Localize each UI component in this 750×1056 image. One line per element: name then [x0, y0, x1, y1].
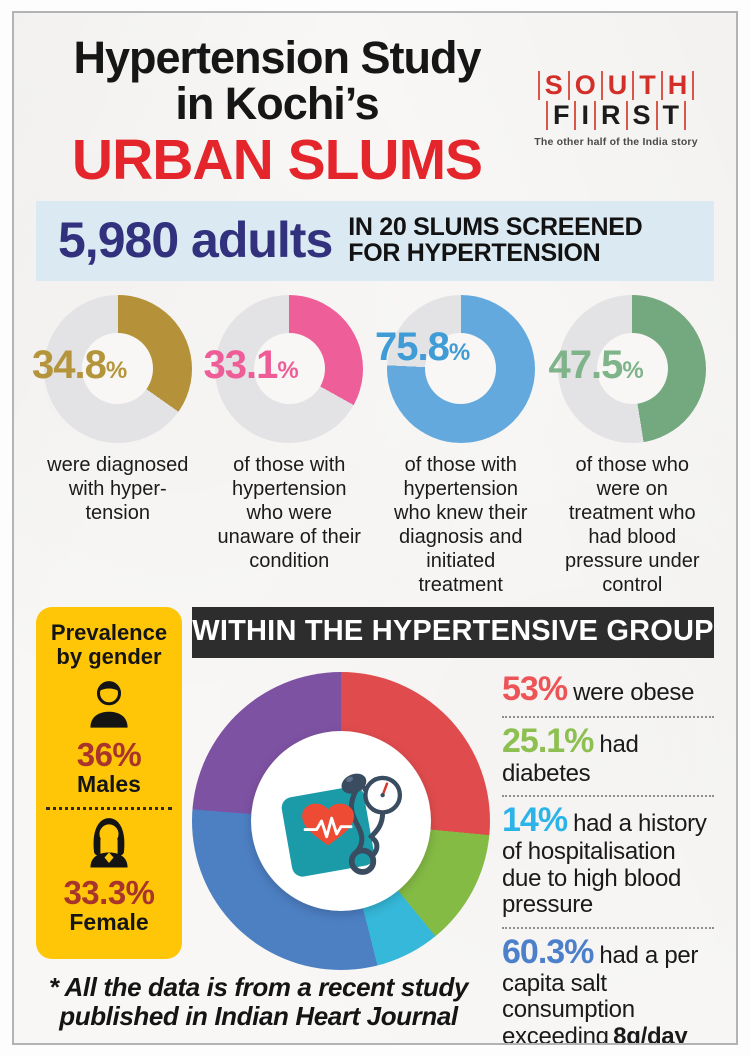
donut-ring-unaware [215, 294, 364, 443]
donut-desc-diagnosed: were diagnosed with hyper-tension [47, 453, 189, 524]
stats-list: 53% were obese 25.1% had diabetes 14% had a… [490, 666, 714, 1045]
gender-panel: Prevalence by gender 36% Males [36, 606, 182, 959]
donut-value-controlled: 47.5% [548, 342, 644, 387]
donut-desc-controlled: of those who were on treatment who had b… [564, 453, 700, 596]
stat-obese: 53% were obese [502, 666, 714, 719]
logo-letter: R [594, 100, 626, 131]
donut-hole [253, 333, 325, 405]
stat-value: 25.1% [502, 722, 594, 761]
donut-ring-treated [386, 294, 535, 443]
donut-chart-diagnosed: 34.8% were diagnosed with hyper-tension [32, 294, 198, 597]
donut-hole [82, 333, 154, 405]
screened-count: 5,980 adults [58, 211, 333, 268]
logo-tagline: The other half of the India story [534, 136, 698, 149]
stat-diabetes: 25.1% had diabetes [502, 718, 714, 797]
group-banner: WITHIN THE HYPERTENSIVE GROUP [192, 606, 714, 658]
logo-letter: S [625, 100, 656, 131]
screened-label: IN 20 SLUMS SCREENED FOR HYPERTENSION [348, 212, 643, 267]
donut-hole [596, 333, 668, 405]
donut-hole [425, 333, 497, 405]
gender-panel-title: Prevalence by gender [50, 619, 168, 669]
donut-desc-treated: of those with hypertension who knew thei… [394, 453, 528, 596]
logo-letter: U [600, 70, 633, 101]
male-percentage: 36% [76, 736, 142, 774]
donut-value-diagnosed: 34.8% [32, 342, 127, 387]
logo-letter: T [655, 100, 687, 131]
donut-chart-unaware: 33.1% of those with hypertension who wer… [204, 294, 370, 597]
female-icon [90, 818, 128, 868]
stat-value: 53% [502, 669, 568, 708]
dotted-divider [46, 807, 172, 811]
title-line-2: in Kochi’s [175, 77, 379, 129]
header: Hypertension Study in Kochi’s URBAN SLUM… [36, 27, 714, 189]
stat-value: 60.3% [502, 932, 594, 971]
screened-label-line1: IN 20 SLUMS SCREENED [348, 212, 643, 241]
pie-center [251, 730, 431, 911]
screened-label-line2: FOR HYPERTENSION [348, 238, 601, 267]
logo-letter: F [545, 100, 575, 131]
donut-desc-unaware: of those with hypertension who were unaw… [217, 453, 361, 572]
stat-salt: 60.3% had a per capita salt consumption e… [502, 929, 714, 1045]
right-column: WITHIN THE HYPERTENSIVE GROUP [192, 606, 714, 1045]
logo-letter: O [567, 70, 601, 101]
infographic-sheet: Hypertension Study in Kochi’s URBAN SLUM… [12, 11, 738, 1045]
donut-value-unaware: 33.1% [203, 342, 299, 387]
group-body: 53% were obese 25.1% had diabetes 14% had a… [192, 666, 714, 1045]
male-label: Males [77, 771, 141, 798]
footnote: * All the data is from a recent study pu… [48, 971, 469, 1032]
donut-ring-controlled [558, 294, 707, 443]
stat-text: had a history of hospitalisation due to … [502, 809, 707, 919]
logo-letter: I [574, 100, 594, 131]
logo-letter: S [537, 70, 568, 101]
stat-bold-text: 8g/day [613, 1022, 688, 1045]
donut-value-treated: 75.8% [375, 324, 470, 369]
donut-ring-diagnosed [43, 294, 192, 443]
donut-chart-controlled: 47.5% of those who were on treatment who… [549, 294, 713, 597]
blood-pressure-monitor-icon [281, 773, 403, 877]
donut-chart-treated: 75.8% of those with hypertension who kne… [375, 294, 541, 597]
female-label: Female [69, 909, 149, 936]
stat-text: were obese [573, 678, 695, 706]
stat-text: had a per capita salt consumption exceed… [502, 941, 699, 1045]
stat-hospitalisation: 14% had a history of hospitalisation due … [502, 797, 714, 929]
male-icon [90, 681, 128, 728]
logo-letter: H [660, 70, 695, 101]
lower-section: Prevalence by gender 36% Males [36, 606, 714, 1045]
stat-text: had diabetes [502, 731, 639, 787]
hypertensive-pie-chart [192, 671, 490, 970]
female-percentage: 33.3% [63, 874, 155, 912]
logo-letter: T [632, 70, 661, 101]
donut-charts-row: 34.8% were diagnosed with hyper-tension … [32, 294, 714, 597]
title-line-1: Hypertension Study [73, 32, 481, 83]
left-column: Prevalence by gender 36% Males [36, 606, 468, 1043]
title-urban-slums: URBAN SLUMS [71, 127, 483, 192]
stat-value: 14% [502, 800, 568, 839]
screened-banner: 5,980 adults IN 20 SLUMS SCREENED FOR HY… [36, 200, 714, 281]
page-title: Hypertension Study in Kochi’s URBAN SLUM… [36, 27, 518, 189]
